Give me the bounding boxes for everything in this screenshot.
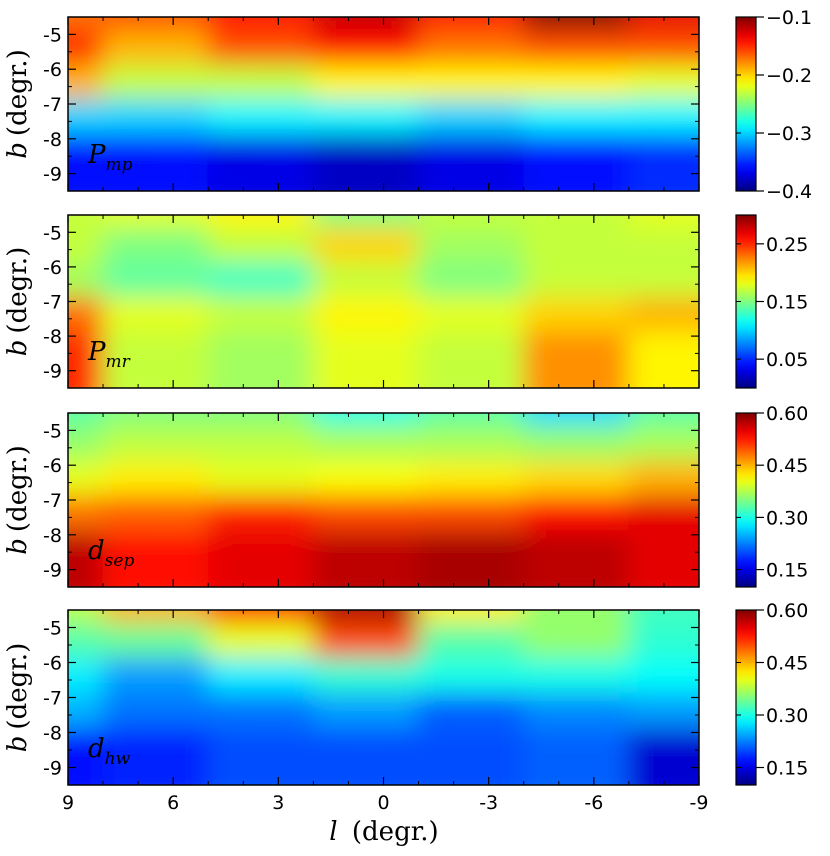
heat-cell-pmr-4-6 (628, 331, 699, 388)
y-tick-label: -7 (43, 688, 62, 710)
x-tick-label: 0 (377, 792, 389, 814)
y-tick-label: -9 (43, 758, 62, 780)
colorbar-tick-label: 0.05 (766, 349, 808, 371)
heat-cell-dhw-4-6 (628, 727, 699, 785)
colorbar-gradient (735, 609, 757, 786)
y-axis-label-var: b (3, 340, 33, 357)
colorbar-tick-label: −0.2 (766, 65, 812, 87)
y-tick-label: -7 (43, 490, 62, 512)
panel-label-main: P (87, 337, 106, 367)
panel-dhw: -5 -6 -7 -8 -9 b (degr.) dhw 0.60 0.45 0.30 0.15 (3, 600, 808, 786)
y-axis-label-var: b (3, 736, 33, 753)
y-tick-label: -7 (43, 292, 62, 314)
colorbar-tick-label: 0.15 (766, 292, 808, 314)
y-axis-label-pmr: b (degr.) (3, 247, 33, 356)
y-tick-label: -6 (43, 59, 62, 81)
x-tick-label: 3 (272, 792, 284, 814)
heatmap-dsep (68, 413, 699, 587)
y-tick-label: -9 (43, 560, 62, 582)
x-tick-label: -3 (479, 792, 498, 814)
y-tick-label: -8 (43, 326, 62, 348)
colorbar-gradient (735, 16, 757, 192)
y-axis-label-dhw: b (degr.) (3, 643, 33, 752)
panel-label-pmp: Pmp (87, 140, 133, 175)
colorbar-pmp: −0.1 −0.2 −0.3 −0.4 (735, 7, 812, 203)
y-tick-label: -8 (43, 525, 62, 547)
colorbar-tick-label: −0.4 (766, 181, 812, 203)
colorbar-tick-label: 0.60 (766, 403, 808, 425)
colorbar-tick-label: 0.25 (766, 234, 808, 256)
y-axis-label-var: b (3, 538, 33, 555)
y-axis-label-unit: (degr.) (3, 49, 33, 136)
panel-dsep: -5 -6 -7 -8 -9 b (degr.) dsep 0.60 0.45 0.30 0.15 (3, 403, 808, 588)
panel-label-main: d (88, 734, 105, 764)
panel-label-main: P (87, 140, 106, 170)
y-tick-label: -6 (43, 653, 62, 675)
panel-label-dhw: dhw (88, 734, 131, 769)
colorbar-tick-label: 0.30 (766, 705, 808, 727)
x-axis-label-var: l (329, 817, 337, 847)
y-tick-label: -5 (43, 222, 62, 244)
colorbar-dsep: 0.60 0.45 0.30 0.15 (735, 403, 808, 588)
y-tick-label: -5 (43, 420, 62, 442)
colorbar-tick-label: 0.45 (766, 455, 808, 477)
panel-pmr: -5 -6 -7 -8 -9 b (degr.) Pmr 0.25 0.15 0.05 (3, 214, 808, 389)
y-axis-label-unit: (degr.) (3, 445, 33, 532)
x-tick-label: -6 (584, 792, 603, 814)
panel-label-pmr: Pmr (87, 337, 131, 372)
y-tick-label: -5 (43, 618, 62, 640)
colorbar-gradient (735, 412, 757, 588)
colorbar-tick-label: 0.30 (766, 507, 808, 529)
colorbar-pmr: 0.25 0.15 0.05 (735, 214, 808, 389)
heatmap-dhw (68, 610, 699, 785)
x-tick-labels: 9 6 3 0 -3 -6 -9 (62, 792, 709, 814)
y-axis-label-dsep: b (degr.) (3, 445, 33, 554)
y-axis-label-var: b (3, 142, 33, 159)
x-tick-label: 9 (62, 792, 74, 814)
panel-label-main: d (88, 536, 105, 566)
y-tick-label: -6 (43, 257, 62, 279)
colorbar-tick-label: 0.60 (766, 600, 808, 622)
panel-label-dsep: dsep (88, 536, 134, 571)
y-axis-label-unit: (degr.) (3, 643, 33, 730)
colorbar-tick-label: 0.45 (766, 653, 808, 675)
y-axis-label-pmp: b (degr.) (3, 49, 33, 158)
colorbar-dhw: 0.60 0.45 0.30 0.15 (735, 600, 808, 786)
colorbar-tick-label: 0.15 (766, 560, 808, 582)
panel-label-sub: hw (105, 749, 131, 769)
panel-label-sub: sep (105, 551, 135, 571)
y-tick-label: -8 (43, 723, 62, 745)
heat-cell-pmp-4-6 (628, 133, 699, 191)
x-tick-label: 6 (167, 792, 179, 814)
y-axis-label-unit: (degr.) (3, 247, 33, 334)
colorbar-tick-label: −0.1 (766, 7, 812, 29)
colorbar-tick-label: 0.15 (766, 758, 808, 780)
heat-cell-dsep-4-6 (628, 529, 699, 587)
y-tick-label: -8 (43, 129, 62, 151)
y-tick-label: -5 (43, 24, 62, 46)
heatmap-pmp (68, 17, 699, 191)
x-tick-label: -9 (690, 792, 709, 814)
x-axis-label-unit: (degr.) (352, 817, 439, 847)
y-tick-label: -7 (43, 94, 62, 116)
panel-label-sub: mp (106, 155, 133, 175)
y-tick-label: -6 (43, 455, 62, 477)
colorbar-tick-label: −0.3 (766, 123, 812, 145)
x-axis-label: l (degr.) (329, 817, 438, 847)
heatmap-pmr (68, 215, 699, 388)
y-tick-label: -9 (43, 361, 62, 383)
panel-label-sub: mr (106, 352, 131, 372)
y-tick-label: -9 (43, 164, 62, 186)
panel-pmp: -5 -6 -7 -8 -9 b (degr.) Pmp −0.1 −0.2 −0.3 −0.4 (3, 7, 812, 203)
